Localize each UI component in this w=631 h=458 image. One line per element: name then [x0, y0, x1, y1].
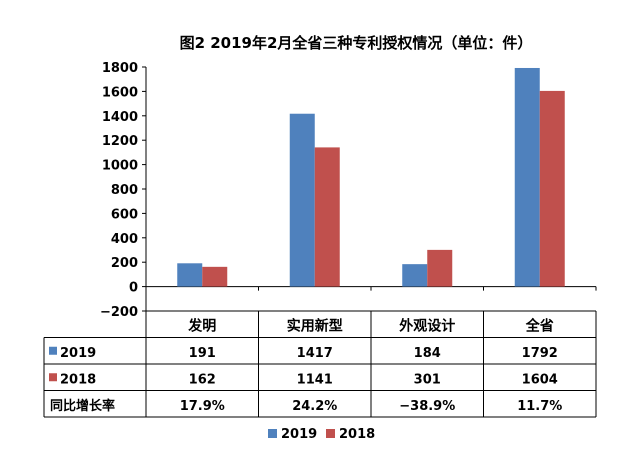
row-label: 2018: [60, 372, 96, 387]
row-label: 同比增长率: [50, 398, 115, 414]
table-cell: 17.9%: [180, 399, 225, 414]
category-label: 全省: [525, 317, 554, 334]
bar-2019-1: [289, 113, 315, 287]
row-legend-key-2018: [49, 373, 57, 382]
bar-2018-2: [427, 249, 453, 287]
y-tick-label: 800: [111, 183, 138, 198]
y-tick-label: −200: [100, 305, 138, 320]
table-cell: 24.2%: [292, 399, 337, 414]
bar-2019-0: [177, 263, 203, 287]
table-cell: 162: [189, 372, 216, 387]
row-label: 2019: [60, 346, 96, 361]
y-tick-label: 1400: [102, 110, 138, 125]
table-cell: 1141: [297, 372, 333, 387]
chart-title: 图2 2019年2月全省三种专利授权情况（单位：件）: [180, 34, 533, 52]
plot-area: 1800 1600 1400 1200 1000 800 600 400 200 0 −200: [100, 61, 597, 320]
y-tick-label: 1000: [102, 159, 138, 174]
table-cell: 1417: [297, 346, 333, 361]
y-tick-label: 600: [111, 207, 138, 222]
table-cell: 1792: [522, 346, 558, 361]
y-tick-label: 1200: [102, 134, 138, 149]
row-legend-key-2019: [49, 346, 57, 355]
y-tick-label: 200: [111, 256, 138, 271]
table-cell: 184: [414, 346, 441, 361]
category-label: 发明: [187, 317, 216, 334]
table-cell: 191: [189, 346, 216, 361]
bar-2018-0: [202, 266, 228, 287]
bar-2018-1: [314, 147, 340, 287]
data-table: 发明 实用新型 外观设计 全省 2019 191 1417 184 1792 2018 162 114…: [43, 310, 597, 418]
table-cell: −38.9%: [399, 399, 455, 414]
table-cell: 11.7%: [517, 399, 562, 414]
legend-label: 2018: [339, 427, 375, 442]
bar-2019-2: [402, 264, 428, 287]
legend-label: 2019: [281, 427, 317, 442]
y-tick-label: 1800: [102, 61, 138, 76]
legend-key-2019: [268, 429, 277, 438]
y-tick-label: 400: [111, 232, 138, 247]
y-tick-label: 0: [129, 281, 138, 296]
table-cell: 1604: [522, 372, 558, 387]
category-label: 实用新型: [287, 317, 343, 334]
category-label: 外观设计: [399, 317, 455, 334]
legend-key-2018: [326, 429, 335, 438]
y-tick-label: 1600: [102, 85, 138, 100]
legend: 2019 2018: [268, 427, 375, 442]
table-cell: 301: [414, 372, 441, 387]
bar-2019-3: [514, 67, 540, 287]
bar-2018-3: [539, 90, 565, 287]
